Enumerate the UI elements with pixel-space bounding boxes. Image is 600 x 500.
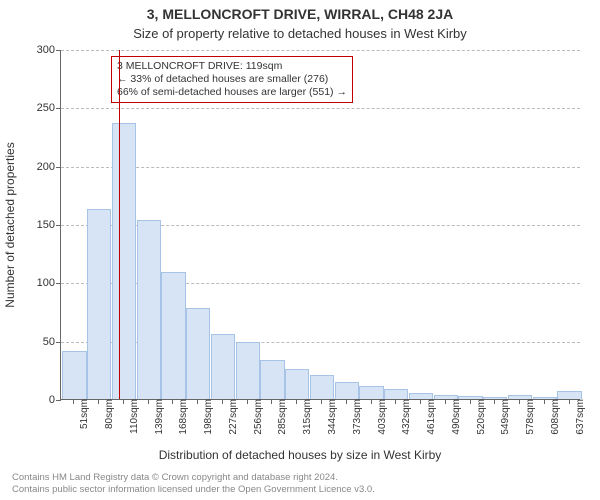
xtick-mark bbox=[247, 399, 248, 404]
footer-line: Contains HM Land Registry data © Crown c… bbox=[12, 472, 375, 484]
xtick-mark bbox=[123, 399, 124, 404]
xtick-mark bbox=[197, 399, 198, 404]
bar bbox=[260, 360, 284, 400]
xtick-mark bbox=[148, 399, 149, 404]
xtick-mark bbox=[321, 399, 322, 404]
ytick-label: 250 bbox=[37, 102, 61, 114]
xtick-mark bbox=[73, 399, 74, 404]
xtick-label: 227sqm bbox=[226, 399, 239, 435]
gridline bbox=[61, 167, 580, 168]
gridline bbox=[61, 108, 580, 109]
bar bbox=[557, 391, 581, 399]
bar bbox=[137, 220, 161, 400]
xtick-label: 51sqm bbox=[77, 399, 90, 429]
xtick-label: 344sqm bbox=[325, 399, 338, 435]
bar bbox=[211, 334, 235, 399]
bar bbox=[236, 342, 260, 399]
bar bbox=[384, 389, 408, 399]
ytick-label: 50 bbox=[43, 336, 61, 348]
xtick-label: 608sqm bbox=[548, 399, 561, 435]
xtick-label: 520sqm bbox=[474, 399, 487, 435]
xtick-label: 315sqm bbox=[300, 399, 313, 435]
xtick-label: 461sqm bbox=[424, 399, 437, 435]
xtick-label: 578sqm bbox=[523, 399, 536, 435]
xtick-mark bbox=[420, 399, 421, 404]
xtick-mark bbox=[470, 399, 471, 404]
annotation-line: 66% of semi-detached houses are larger (… bbox=[117, 86, 347, 99]
bar bbox=[62, 351, 86, 399]
xtick-mark bbox=[395, 399, 396, 404]
xtick-mark bbox=[544, 399, 545, 404]
bar bbox=[186, 308, 210, 399]
xtick-mark bbox=[569, 399, 570, 404]
xtick-label: 490sqm bbox=[449, 399, 462, 435]
xtick-mark bbox=[222, 399, 223, 404]
reference-line bbox=[119, 50, 120, 399]
chart-title-line1: 3, MELLONCROFT DRIVE, WIRRAL, CH48 2JA bbox=[0, 6, 600, 22]
xtick-label: 403sqm bbox=[375, 399, 388, 435]
bar bbox=[359, 386, 383, 399]
xtick-label: 373sqm bbox=[350, 399, 363, 435]
bar bbox=[285, 369, 309, 399]
y-axis-label: Number of detached properties bbox=[3, 142, 17, 307]
bar bbox=[161, 272, 185, 399]
xtick-mark bbox=[98, 399, 99, 404]
bar bbox=[335, 382, 359, 399]
xtick-mark bbox=[296, 399, 297, 404]
ytick-label: 300 bbox=[37, 44, 61, 56]
gridline bbox=[61, 50, 580, 51]
xtick-label: 110sqm bbox=[127, 399, 140, 434]
xtick-label: 139sqm bbox=[152, 399, 165, 435]
xtick-mark bbox=[172, 399, 173, 404]
plot-area: 3 MELLONCROFT DRIVE: 119sqm ← 33% of det… bbox=[60, 50, 580, 400]
bar bbox=[87, 209, 111, 399]
footer-line: Contains public sector information licen… bbox=[12, 484, 375, 496]
xtick-mark bbox=[346, 399, 347, 404]
xtick-label: 637sqm bbox=[573, 399, 586, 435]
xtick-mark bbox=[371, 399, 372, 404]
x-axis-label: Distribution of detached houses by size … bbox=[0, 448, 600, 462]
xtick-label: 285sqm bbox=[275, 399, 288, 435]
ytick-label: 0 bbox=[49, 394, 61, 406]
xtick-mark bbox=[445, 399, 446, 404]
ytick-label: 200 bbox=[37, 161, 61, 173]
xtick-mark bbox=[494, 399, 495, 404]
ytick-label: 100 bbox=[37, 277, 61, 289]
xtick-label: 198sqm bbox=[201, 399, 214, 435]
annotation-box: 3 MELLONCROFT DRIVE: 119sqm ← 33% of det… bbox=[111, 56, 353, 103]
xtick-mark bbox=[519, 399, 520, 404]
xtick-label: 432sqm bbox=[399, 399, 412, 435]
xtick-label: 256sqm bbox=[251, 399, 264, 435]
bar bbox=[112, 123, 136, 399]
xtick-label: 168sqm bbox=[176, 399, 189, 435]
ytick-label: 150 bbox=[37, 219, 61, 231]
annotation-line: ← 33% of detached houses are smaller (27… bbox=[117, 73, 347, 86]
chart-container: 3, MELLONCROFT DRIVE, WIRRAL, CH48 2JA S… bbox=[0, 0, 600, 500]
xtick-label: 549sqm bbox=[498, 399, 511, 435]
annotation-line: 3 MELLONCROFT DRIVE: 119sqm bbox=[117, 60, 347, 73]
xtick-label: 80sqm bbox=[102, 399, 115, 429]
bar bbox=[310, 375, 334, 399]
chart-title-line2: Size of property relative to detached ho… bbox=[0, 26, 600, 41]
xtick-mark bbox=[271, 399, 272, 404]
footer-text: Contains HM Land Registry data © Crown c… bbox=[12, 472, 375, 496]
